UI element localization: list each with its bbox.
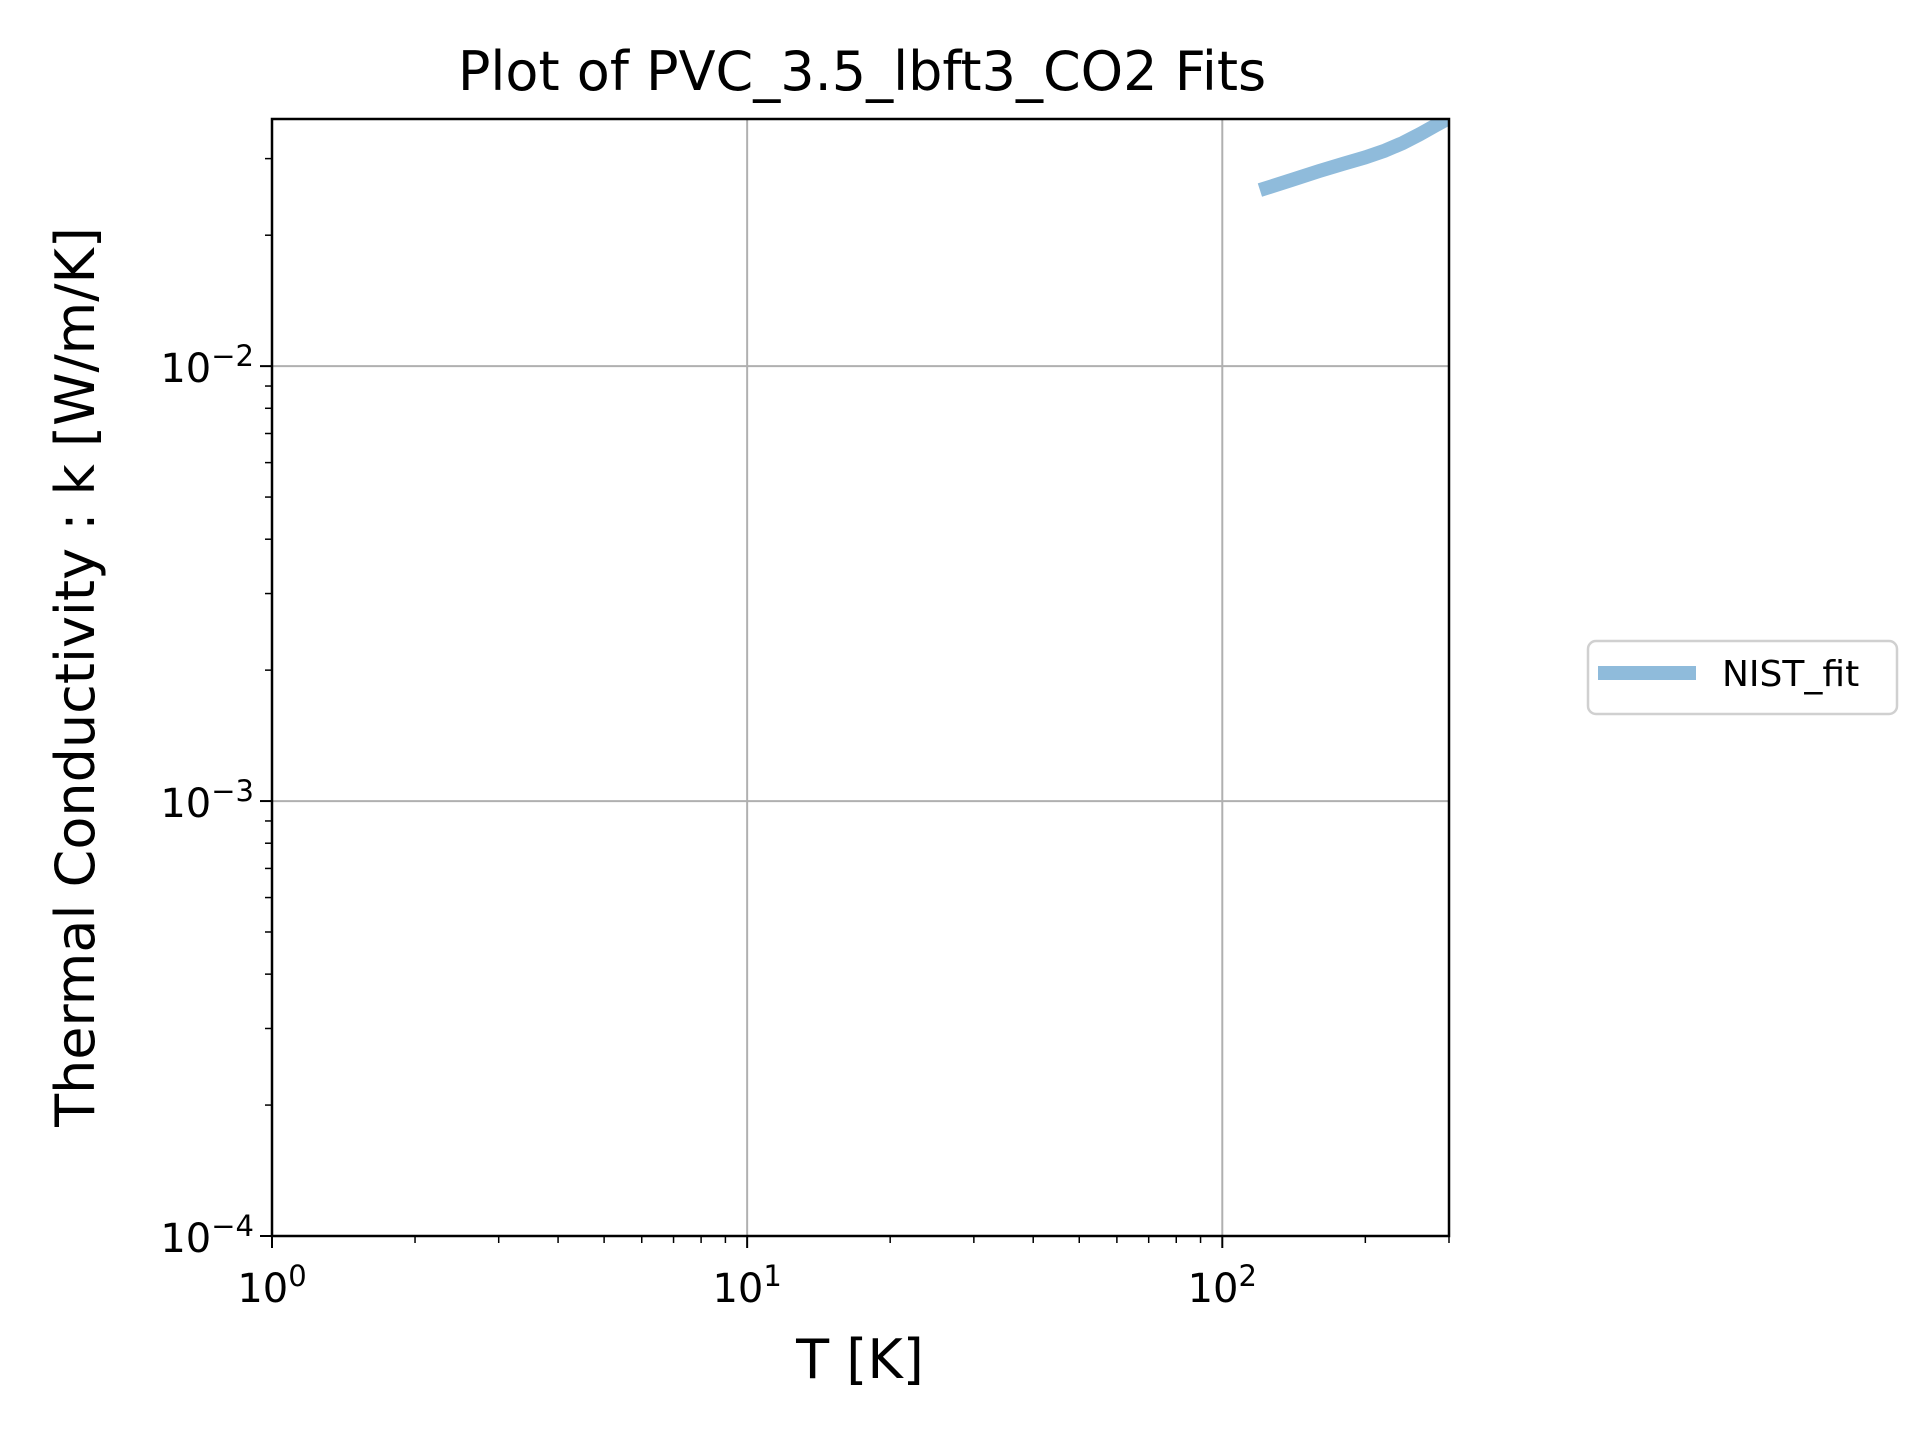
y-tick-label: 10−2	[160, 339, 254, 392]
y-tick-label: 10−4	[160, 1209, 254, 1262]
y-axis-label: Thermal Conductivity : k [W/m/K]	[44, 227, 107, 1128]
x-tick-label: 100	[237, 1259, 306, 1312]
series-layer	[1257, 119, 1449, 197]
plot-area-frame	[270, 117, 1451, 1238]
chart-title: Plot of PVC_3.5_lbft3_CO2 Fits	[458, 40, 1266, 103]
legend-frame	[1586, 639, 1899, 716]
tick-layer	[260, 157, 1450, 1248]
y-tick-label: 10−3	[160, 774, 254, 827]
legend-label-nist-fit: NIST_fit	[1722, 654, 1859, 695]
legend: NIST_fit	[1586, 639, 1899, 716]
series-line-nist-fit	[1257, 119, 1449, 197]
x-axis-label: T [K]	[795, 1328, 924, 1391]
tick-label-layer: 100 101 102 10−4 10−3 10−2	[160, 339, 1257, 1312]
x-tick-label: 101	[712, 1259, 781, 1312]
x-tick-label: 102	[1188, 1259, 1257, 1312]
